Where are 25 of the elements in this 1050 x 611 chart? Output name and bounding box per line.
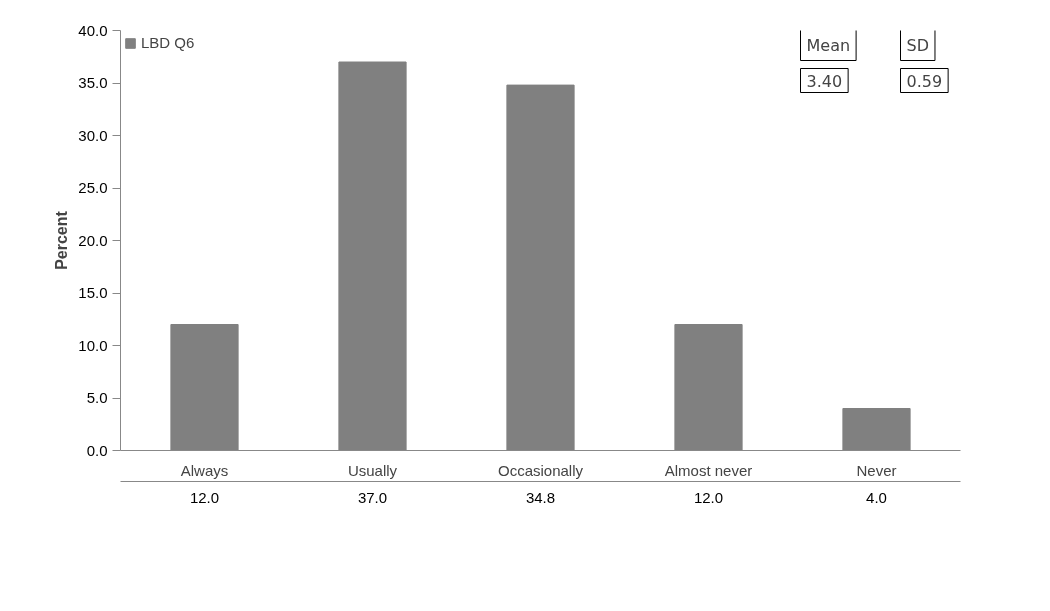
legend-label: LBD Q6 bbox=[141, 34, 195, 51]
data-label: 12.0 bbox=[693, 488, 724, 506]
data-label: 34.8 bbox=[525, 488, 556, 506]
x-tick-label: Never bbox=[856, 461, 897, 479]
data-label: 4.0 bbox=[866, 488, 887, 506]
annotation: SD bbox=[906, 35, 929, 55]
y-tick-label: 10.0 bbox=[78, 336, 108, 354]
annotation: 3.40 bbox=[806, 71, 843, 91]
y-tick-label: 35.0 bbox=[78, 74, 108, 91]
y-axis-title: Percent bbox=[53, 210, 71, 270]
y-tick-label: 40.0 bbox=[78, 21, 108, 39]
y-tick-label: 20.0 bbox=[78, 231, 108, 249]
y-tick-label: 0.0 bbox=[86, 441, 108, 459]
data-label: 12.0 bbox=[189, 488, 220, 506]
x-tick-label: Usually bbox=[347, 461, 398, 479]
y-tick-label: 5.0 bbox=[86, 389, 108, 406]
data-label: 37.0 bbox=[357, 488, 388, 506]
x-tick-label: Occasionally bbox=[497, 461, 584, 479]
x-tick-label: Almost never bbox=[664, 461, 753, 479]
y-tick-label: 30.0 bbox=[78, 126, 108, 144]
annotation: 0.59 bbox=[906, 71, 943, 91]
y-tick-label: 25.0 bbox=[78, 179, 108, 196]
annotation: Mean bbox=[806, 35, 851, 55]
x-tick-label: Always bbox=[180, 461, 229, 479]
y-tick-label: 15.0 bbox=[78, 284, 108, 301]
